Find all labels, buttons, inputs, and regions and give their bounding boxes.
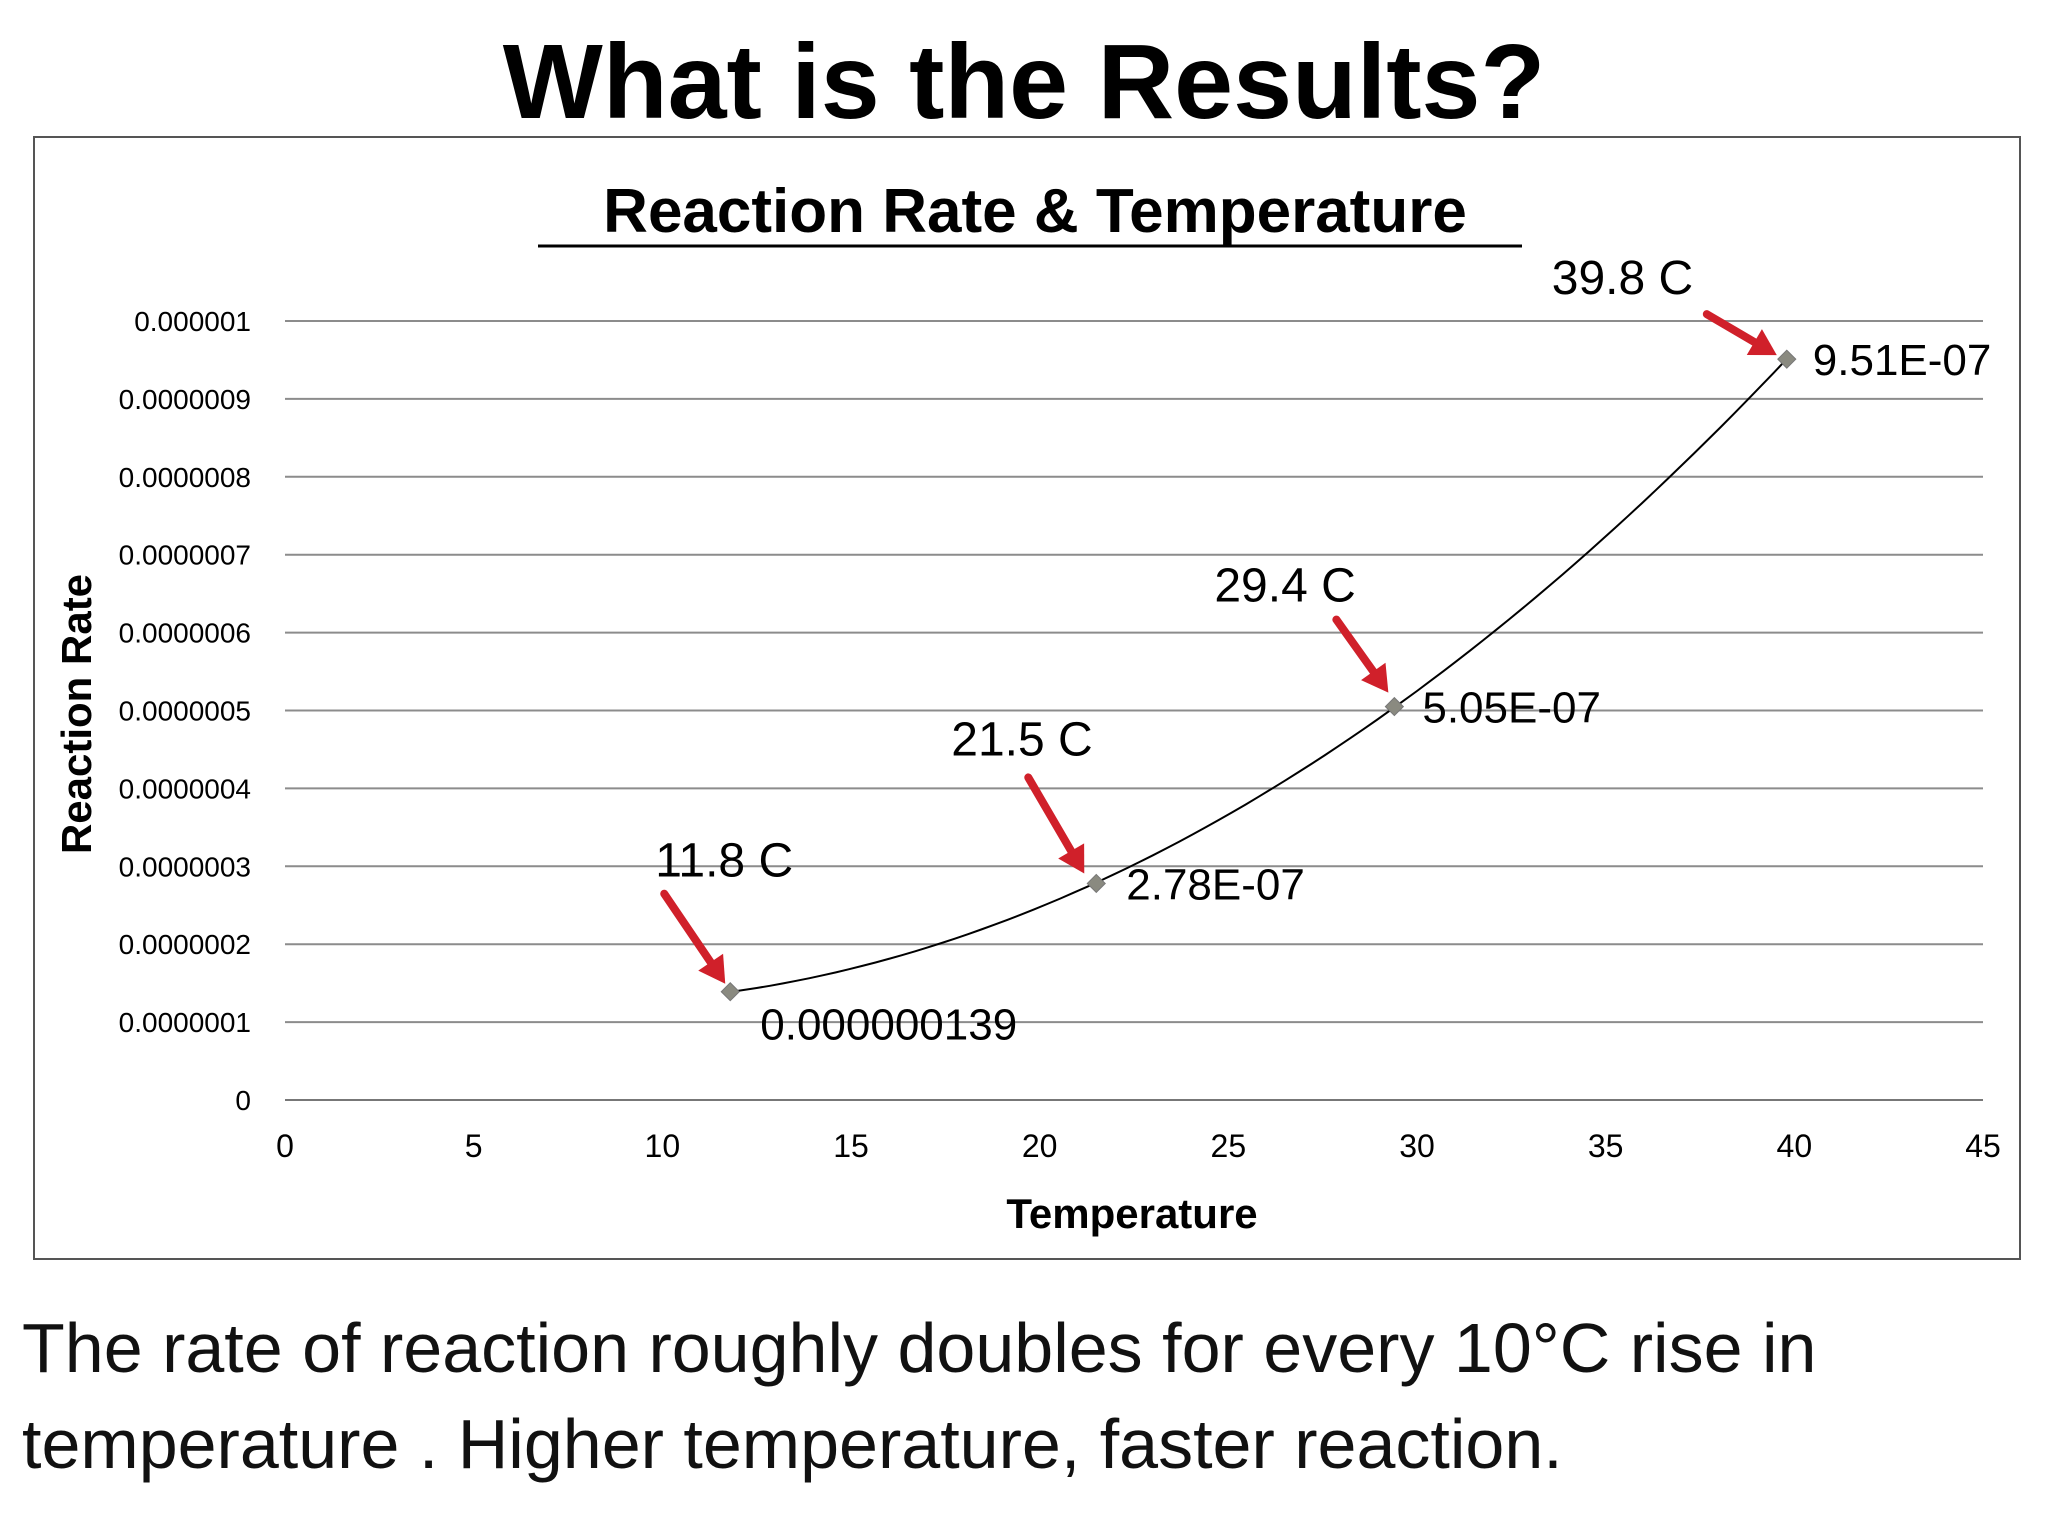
data-point-marker (1384, 696, 1405, 717)
arrow-head (1361, 662, 1389, 693)
y-tick-label: 0.0000009 (119, 384, 251, 415)
caption-line-2: temperature . Higher temperature, faster… (22, 1405, 1563, 1483)
slide-title: What is the Results? (502, 23, 1546, 141)
x-tick-label: 40 (1777, 1128, 1813, 1164)
trendline-curve (730, 358, 1788, 993)
y-tick-label: 0.000001 (134, 306, 251, 337)
x-tick-label: 15 (833, 1128, 869, 1164)
value-label: 2.78E-07 (1126, 860, 1305, 909)
y-tick-label: 0.0000005 (119, 696, 251, 727)
caption: The rate of reaction roughly doubles for… (22, 1300, 2022, 1492)
y-axis-label: Reaction Rate (53, 574, 100, 854)
arrow-head (698, 953, 726, 984)
data-point-group: 2.78E-07 21.5 C (951, 713, 1305, 909)
reaction-rate-chart: Reaction Rate & Temperature 0 0.0000001 0.… (53, 177, 2001, 1237)
x-tick-label: 25 (1211, 1128, 1247, 1164)
data-point-marker (1777, 349, 1797, 369)
y-tick-label: 0.0000002 (119, 929, 251, 960)
chart-title: Reaction Rate & Temperature (603, 177, 1467, 246)
grid-layer (285, 320, 1983, 1101)
arrow-shaft (1702, 310, 1759, 347)
x-tick-label: 0 (276, 1128, 294, 1164)
value-label: 9.51E-07 (1813, 336, 1992, 385)
data-points: 0.000000139 11.8 C 2.78E-07 21.5 C 5.05E-07 2… (655, 252, 1991, 1050)
x-tick-label: 10 (645, 1128, 681, 1164)
y-tick-labels: 0 0.0000001 0.0000002 0.0000003 0.0000004 0.0… (119, 306, 251, 1116)
y-tick-label: 0.0000001 (119, 1007, 251, 1038)
x-tick-label: 30 (1399, 1128, 1435, 1164)
data-point-group: 5.05E-07 29.4 C (1214, 560, 1601, 733)
arrow-head (1746, 329, 1777, 356)
y-tick-label: 0.0000004 (119, 773, 251, 804)
x-tick-label: 5 (465, 1128, 483, 1164)
arrow-shaft (1024, 773, 1076, 855)
temperature-label: 39.8 C (1552, 252, 1693, 305)
data-point-marker (1086, 873, 1106, 894)
data-point-marker (720, 982, 740, 1002)
data-point-group: 0.000000139 11.8 C (655, 835, 1017, 1050)
temperature-label: 21.5 C (951, 713, 1092, 766)
value-label: 5.05E-07 (1422, 684, 1601, 733)
y-tick-label: 0.0000006 (119, 618, 251, 649)
x-axis-label: Temperature (1006, 1190, 1257, 1237)
y-tick-label: 0 (235, 1085, 251, 1116)
y-tick-label: 0.0000007 (119, 540, 251, 571)
temperature-label: 11.8 C (655, 835, 793, 888)
temperature-label: 29.4 C (1214, 560, 1355, 613)
x-tick-labels: 0 5 10 15 20 25 30 35 40 45 (276, 1128, 2001, 1164)
caption-line-1: The rate of reaction roughly doubles for… (22, 1309, 1817, 1387)
value-label: 0.000000139 (760, 1001, 1017, 1050)
arrow-head (1058, 843, 1085, 874)
arrow-shaft (1332, 615, 1378, 676)
x-tick-label: 45 (1965, 1128, 2001, 1164)
x-tick-label: 20 (1022, 1128, 1058, 1164)
x-tick-label: 35 (1588, 1128, 1624, 1164)
y-tick-label: 0.0000003 (119, 851, 251, 882)
chart-frame: Reaction Rate & Temperature 0 0.0000001 0.… (33, 136, 2021, 1260)
data-point-group: 9.51E-07 39.8 C (1552, 252, 1992, 385)
arrow-shaft (660, 889, 715, 967)
y-tick-label: 0.0000008 (119, 462, 251, 493)
